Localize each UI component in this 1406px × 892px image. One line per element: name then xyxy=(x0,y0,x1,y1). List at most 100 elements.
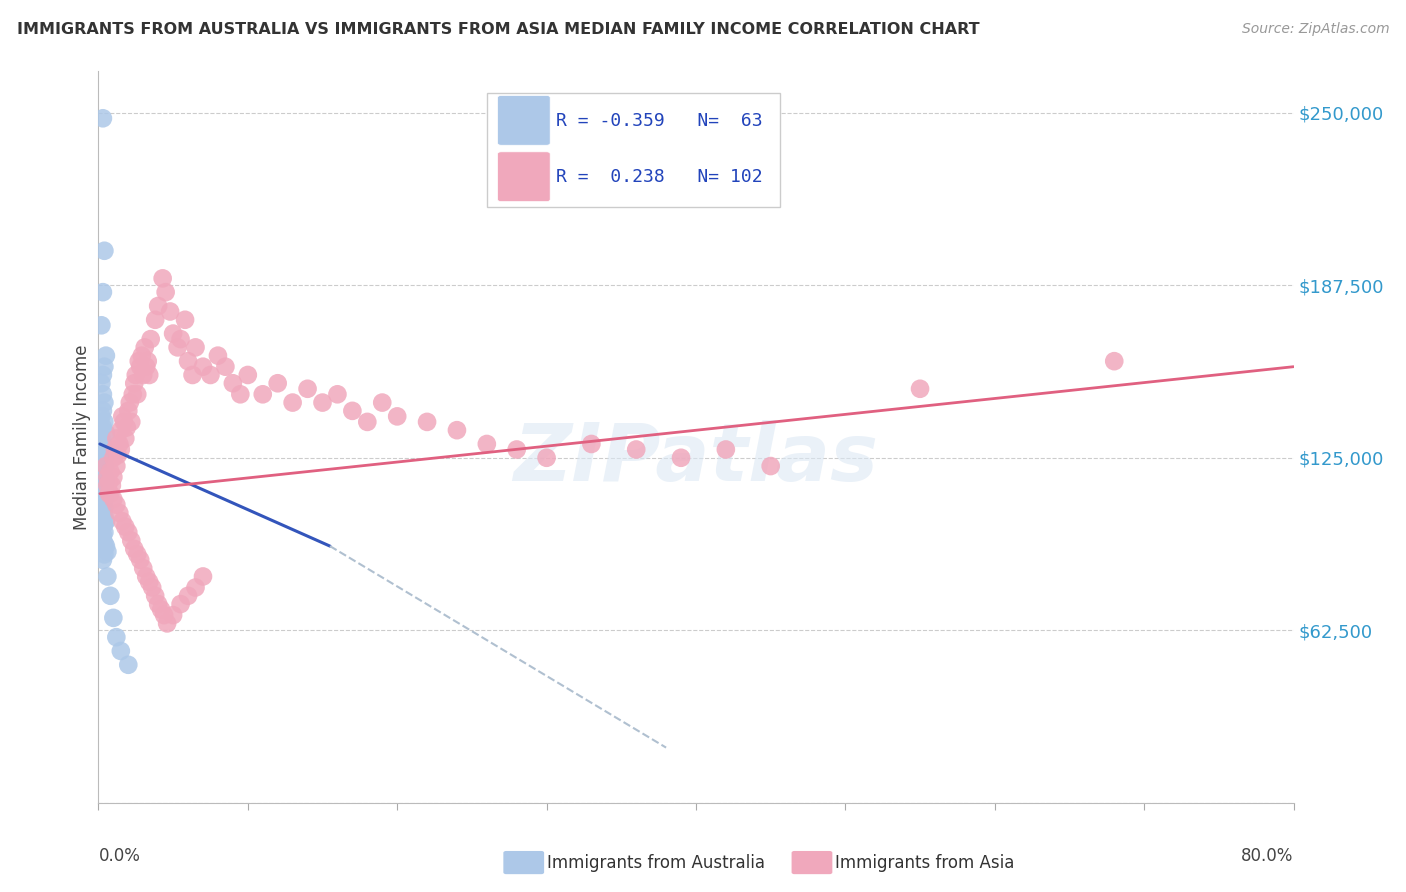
Point xyxy=(93,548,115,562)
Point xyxy=(132,561,155,575)
Point xyxy=(356,415,378,429)
Point xyxy=(111,514,134,528)
Point xyxy=(93,442,115,457)
Point xyxy=(90,409,112,424)
Point xyxy=(110,423,132,437)
Point xyxy=(105,458,128,473)
Point xyxy=(124,541,146,556)
Point xyxy=(127,548,149,562)
Point xyxy=(236,368,259,382)
Point xyxy=(475,437,498,451)
Point xyxy=(91,467,114,482)
Point xyxy=(93,458,115,473)
Point xyxy=(162,608,184,623)
Point xyxy=(135,569,157,583)
Point xyxy=(93,450,115,465)
Point xyxy=(714,442,737,457)
Point xyxy=(506,442,529,457)
Point xyxy=(326,387,349,401)
Point xyxy=(117,657,139,672)
Text: R = -0.359   N=  63: R = -0.359 N= 63 xyxy=(557,112,763,130)
Point xyxy=(416,415,439,429)
Point xyxy=(94,539,117,553)
Text: Source: ZipAtlas.com: Source: ZipAtlas.com xyxy=(1241,22,1389,37)
Point xyxy=(114,432,136,446)
Point xyxy=(169,332,191,346)
Point xyxy=(90,531,112,545)
Point xyxy=(222,376,245,391)
Point xyxy=(96,470,118,484)
Point xyxy=(96,544,118,558)
Point xyxy=(93,492,115,507)
Point xyxy=(252,387,274,401)
Point xyxy=(281,395,304,409)
Point xyxy=(91,420,114,434)
Point xyxy=(91,404,114,418)
Point xyxy=(108,437,131,451)
Point xyxy=(134,340,156,354)
Point xyxy=(91,448,114,462)
Point xyxy=(93,244,115,258)
Point xyxy=(91,462,114,476)
Point xyxy=(121,387,143,401)
Point xyxy=(127,387,149,401)
Point xyxy=(105,432,128,446)
Point xyxy=(96,478,118,492)
Point xyxy=(174,312,197,326)
Point xyxy=(135,359,157,374)
Point xyxy=(120,415,142,429)
Text: Immigrants from Asia: Immigrants from Asia xyxy=(835,854,1015,871)
Point xyxy=(91,528,114,542)
Point xyxy=(1104,354,1126,368)
Point xyxy=(155,285,177,300)
Point xyxy=(94,514,117,528)
Point xyxy=(93,516,115,531)
Point xyxy=(207,349,229,363)
Point xyxy=(93,395,115,409)
Text: IMMIGRANTS FROM AUSTRALIA VS IMMIGRANTS FROM ASIA MEDIAN FAMILY INCOME CORRELATI: IMMIGRANTS FROM AUSTRALIA VS IMMIGRANTS … xyxy=(17,22,980,37)
Point xyxy=(153,608,176,623)
Point xyxy=(141,581,163,595)
Point xyxy=(112,415,135,429)
Point xyxy=(669,450,692,465)
Point xyxy=(91,553,114,567)
Point xyxy=(311,395,333,409)
Point xyxy=(143,312,166,326)
Point xyxy=(214,359,236,374)
Point xyxy=(90,506,112,520)
Point xyxy=(104,442,127,457)
FancyBboxPatch shape xyxy=(498,152,550,202)
Point xyxy=(385,409,409,424)
Point xyxy=(908,382,931,396)
Point xyxy=(166,340,188,354)
Point xyxy=(114,520,136,534)
Point xyxy=(94,458,117,473)
Point xyxy=(156,616,179,631)
Point xyxy=(105,498,128,512)
Point xyxy=(110,644,132,658)
Point xyxy=(91,453,114,467)
Point xyxy=(103,611,125,625)
Text: 80.0%: 80.0% xyxy=(1241,847,1294,864)
Point xyxy=(118,395,141,409)
Point xyxy=(184,581,207,595)
Point xyxy=(103,450,125,465)
Point xyxy=(169,597,191,611)
Point xyxy=(143,589,166,603)
Point xyxy=(94,473,117,487)
Point xyxy=(91,533,114,548)
Text: R =  0.238   N= 102: R = 0.238 N= 102 xyxy=(557,169,763,186)
Point xyxy=(90,318,112,333)
Point xyxy=(297,382,319,396)
Point xyxy=(131,349,153,363)
Point xyxy=(91,541,114,556)
Point xyxy=(90,465,112,479)
Point xyxy=(111,409,134,424)
Point xyxy=(91,285,114,300)
Point xyxy=(128,354,150,368)
Point xyxy=(108,506,131,520)
Point xyxy=(91,498,114,512)
Point xyxy=(93,359,115,374)
Point xyxy=(342,404,364,418)
Point xyxy=(138,368,160,382)
